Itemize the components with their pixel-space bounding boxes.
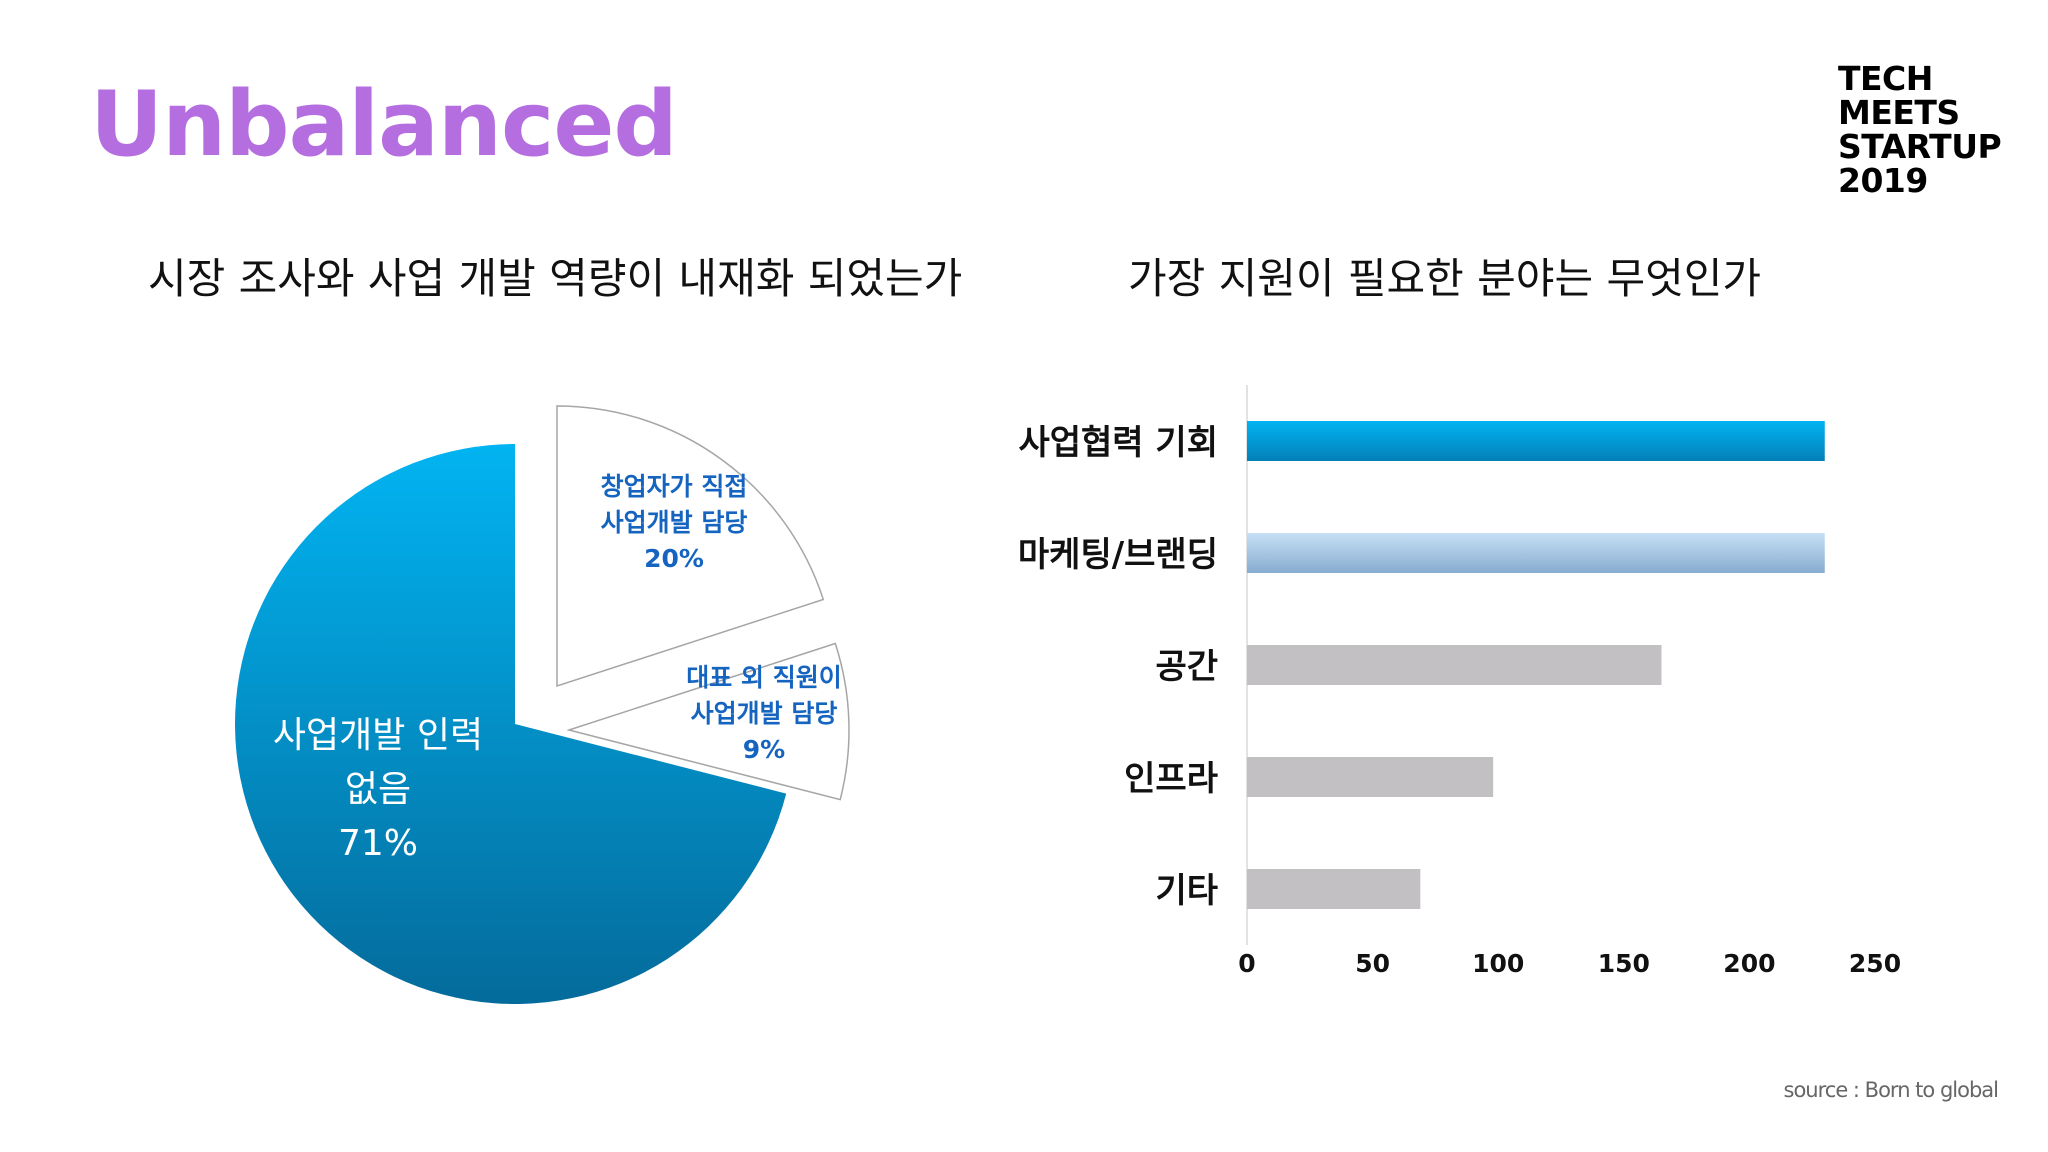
pie-slice-founder-direct (556, 405, 825, 688)
bar-category-label: 사업협력 기회 (1018, 423, 1218, 463)
logo-line: MEETS (1838, 93, 1960, 132)
pie-label-staff-handled: 사업개발 담당 (691, 699, 838, 728)
bar-3 (1247, 757, 1494, 797)
pie-label-no-bizdev: 사업개발 인력 (273, 715, 483, 756)
x-tick-label: 250 (1849, 949, 1901, 978)
pie-chart-title: 시장 조사와 사업 개발 역량이 내재화 되었는가 (148, 254, 963, 303)
x-tick-label: 0 (1238, 949, 1255, 978)
source-note: source : Born to global (1783, 1078, 1999, 1102)
logo-line: STARTUP (1838, 127, 2002, 166)
bar-category-label: 공간 (1155, 647, 1218, 687)
pie-label-founder-direct: 창업자가 직접 (601, 472, 748, 501)
pie-label-no-bizdev: 없음 (345, 769, 411, 810)
pie-label-founder-direct: 사업개발 담당 (601, 508, 748, 537)
bar-1 (1247, 533, 1825, 573)
x-tick-label: 50 (1355, 949, 1390, 978)
pie-slice-staff-handled (566, 642, 850, 801)
x-tick-label: 100 (1472, 949, 1524, 978)
logo-line: 2019 (1838, 161, 1928, 200)
bar-0 (1247, 421, 1825, 461)
logo-line: TECH (1838, 59, 1933, 98)
x-tick-label: 200 (1723, 949, 1775, 978)
pie-label-no-bizdev-percent: 71% (338, 823, 418, 864)
bar-category-label: 마케팅/브랜딩 (1018, 535, 1218, 575)
bar-category-label: 인프라 (1124, 759, 1218, 799)
tech-meets-startup-logo: TECH MEETS STARTUP 2019 (1838, 59, 2002, 200)
bar-category-label: 기타 (1155, 871, 1218, 911)
pie-label-founder-direct-percent: 20% (644, 544, 704, 573)
pie-slice-no-bizdev (235, 444, 787, 1004)
bar-4 (1247, 869, 1421, 909)
slide-title: Unbalanced (90, 72, 678, 177)
bar-chart-title: 가장 지원이 필요한 분야는 무엇인가 (1128, 254, 1762, 303)
pie-label-staff-handled-percent: 9% (743, 735, 785, 764)
x-tick-label: 150 (1598, 949, 1650, 978)
pie-label-staff-handled: 대표 외 직원이 (686, 663, 841, 692)
bar-2 (1247, 645, 1662, 685)
